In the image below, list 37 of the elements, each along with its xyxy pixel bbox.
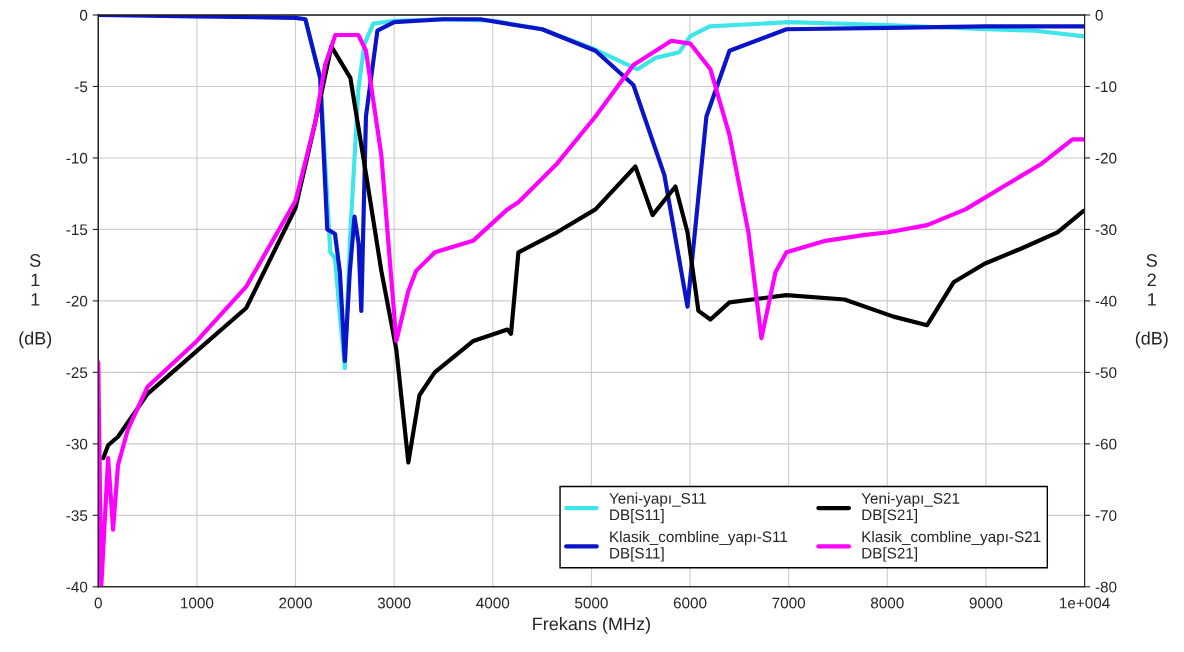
x-tick-label: 5000 (575, 597, 608, 609)
y2-tick-label: -50 (1095, 367, 1117, 379)
y2-tick-label: -60 (1095, 438, 1117, 450)
y2-tick-label: -10 (1095, 81, 1117, 93)
legend-label: Yeni-yapı_S11 DB[S11] (609, 492, 706, 524)
y2-tick-label: -30 (1095, 224, 1117, 236)
y-tick-label: -35 (66, 510, 88, 522)
line-series (101, 44, 1085, 465)
text: S 2 1 (dB) (1135, 254, 1168, 349)
legend-label: Klasik_combline_yapı-S11 DB[S11] (610, 530, 788, 562)
y-tick-label: -25 (66, 367, 88, 379)
y-tick-label: -20 (66, 295, 88, 307)
y2-tick-label: 0 (1095, 9, 1103, 21)
x-axis-title: Frekans (MHz) (533, 617, 650, 634)
x-tick-label: 8000 (870, 597, 904, 609)
x-tick-label: 9000 (969, 597, 1003, 609)
y-tick-label: 0 (79, 9, 88, 21)
y2-tick-label: -80 (1095, 581, 1117, 593)
y-tick-label: -15 (66, 224, 88, 236)
x-tick-label: 3000 (377, 597, 411, 609)
text: S 1 1 (dB) (19, 254, 52, 349)
y-tick-label: -40 (66, 581, 88, 593)
x-tick-label: 1000 (181, 597, 214, 609)
y-tick-label: -5 (74, 81, 88, 93)
legend-label: Yeni-yapı_S21 DB[S21] (861, 492, 960, 524)
y-tick-label: -30 (66, 438, 88, 450)
y2-tick-label: -20 (1095, 152, 1117, 164)
x-tick-label: 2000 (279, 597, 312, 609)
legend-label: Klasik_combline_yapı-S21 DB[S21] (862, 530, 1041, 562)
x-tick-label: 1e+004 (1060, 597, 1110, 609)
x-tick-label: 7000 (772, 597, 806, 609)
y2-tick-label: -40 (1095, 295, 1117, 307)
x-tick-label: 0 (94, 597, 102, 609)
x-tick-label: 6000 (673, 597, 707, 609)
x-tick-label: 4000 (476, 597, 510, 609)
y2-tick-label: -70 (1095, 510, 1117, 522)
y-tick-label: -10 (66, 152, 88, 164)
